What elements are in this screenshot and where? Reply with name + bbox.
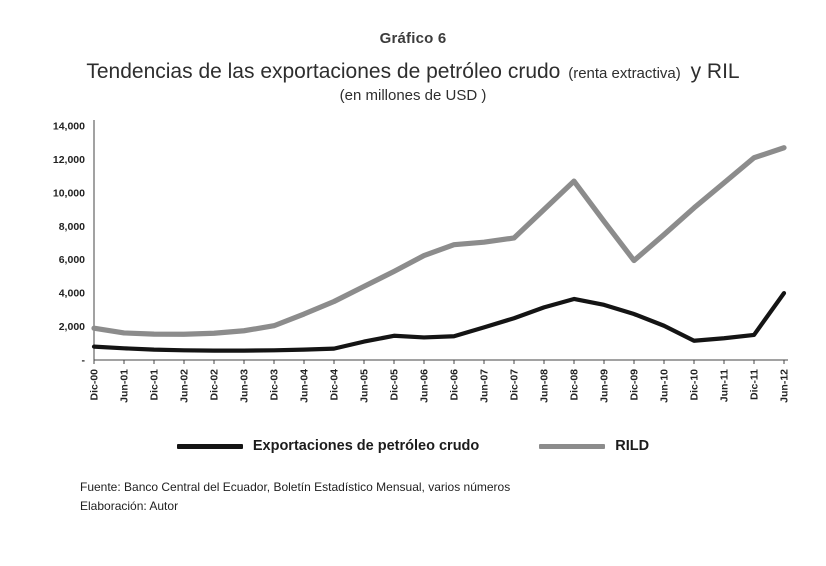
x-axis-tick-label: Dic-03	[269, 369, 281, 401]
x-axis-tick-label: Dic-05	[389, 369, 401, 401]
x-axis-tick-label: Jun-07	[479, 369, 491, 403]
y-axis-tick-label: 4,000	[59, 288, 85, 300]
source-line: Fuente: Banco Central del Ecuador, Bolet…	[80, 480, 511, 494]
chart-title: Tendencias de las exportaciones de petró…	[0, 60, 826, 84]
chart-title-tail: y RIL	[690, 60, 740, 83]
legend-line-swatch	[176, 443, 243, 449]
x-axis-tick-label: Jun-10	[659, 369, 671, 403]
y-axis-tick-label: 2,000	[59, 321, 85, 333]
y-axis-tick-label: 12,000	[53, 154, 85, 166]
chart-title-main: Tendencias de las exportaciones de petró…	[86, 60, 561, 83]
x-axis-tick-label: Jun-01	[119, 369, 131, 403]
x-axis-tick-label: Dic-06	[449, 369, 461, 401]
x-axis-tick-label: Jun-11	[719, 369, 731, 402]
legend-label: RILD	[615, 438, 650, 454]
x-axis-tick-label: Dic-00	[89, 369, 101, 401]
legend-line-swatch	[539, 443, 606, 449]
chart-subtitle: (en millones de USD )	[339, 87, 487, 104]
chart-title-paren: (renta extractiva)	[568, 65, 681, 82]
x-axis-tick-label: Dic-11	[749, 369, 761, 400]
x-axis-tick-label: Jun-03	[239, 369, 251, 403]
x-axis-tick-label: Dic-10	[689, 369, 701, 401]
x-axis-tick-label: Dic-07	[509, 369, 521, 401]
y-axis-tick-label: 8,000	[59, 221, 85, 233]
legend-item: Exportaciones de petróleo crudo	[176, 438, 480, 454]
x-axis-tick-label: Dic-09	[629, 369, 641, 401]
chart-legend: Exportaciones de petróleo crudo RILD	[28, 438, 798, 454]
x-axis-tick-label: Dic-08	[569, 369, 581, 401]
legend-item: RILD	[539, 438, 649, 454]
elaboration-line: Elaboración: Autor	[80, 498, 179, 513]
x-axis-tick-label: Jun-12	[779, 369, 791, 403]
x-axis-tick-label: Jun-08	[539, 369, 551, 403]
x-axis-tick-label: Dic-01	[149, 369, 161, 401]
line-chart: - 2,000 4,000 6,000 8,000 10,000 12,000 14,000 D…	[28, 110, 798, 454]
y-axis-tick-label: 6,000	[59, 254, 85, 266]
x-axis-tick-label: Dic-04	[329, 369, 341, 401]
x-axis-tick-label: Jun-04	[299, 369, 311, 403]
y-axis-tick-label: 14,000	[53, 121, 85, 133]
chart-number-heading: Gráfico 6	[379, 30, 447, 47]
series-line-exportaciones	[91, 291, 787, 353]
x-axis-tick-label: Jun-02	[179, 369, 191, 403]
x-axis-tick-label: Jun-06	[419, 369, 431, 403]
x-axis-tick-label: Jun-09	[599, 369, 611, 403]
source-note: Fuente: Banco Central del Ecuador, Bolet…	[80, 478, 826, 515]
y-axis-tick-label: 10,000	[53, 187, 85, 199]
x-axis-tick-label: Jun-05	[359, 369, 371, 403]
chart-canvas: - 2,000 4,000 6,000 8,000 10,000 12,000 14,000 D…	[53, 120, 791, 403]
x-axis-tick-label: Dic-02	[209, 369, 221, 401]
y-axis-tick-label: -	[82, 355, 86, 367]
series-line-rild	[91, 145, 787, 337]
legend-label: Exportaciones de petróleo crudo	[252, 438, 480, 454]
